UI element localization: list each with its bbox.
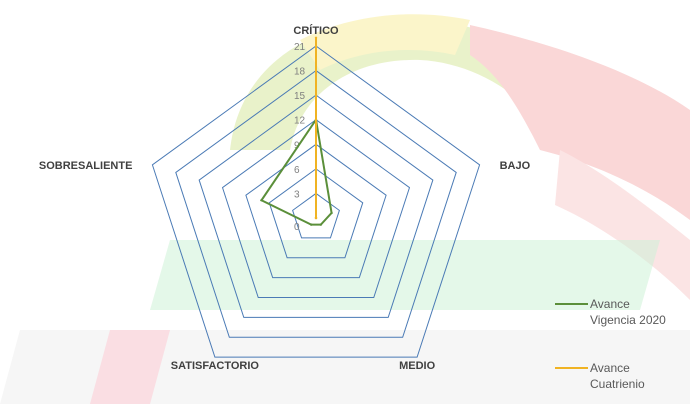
- tick-label-0: 0: [294, 222, 300, 233]
- tick-label-12: 12: [294, 116, 306, 127]
- series-line-0: [259, 117, 333, 226]
- axis-label-0: CRÍTICO: [293, 24, 339, 37]
- grid-ring-9: [245, 143, 387, 279]
- axis-label-1: BAJO: [500, 160, 531, 172]
- series-0-point-1: [330, 211, 333, 215]
- grid-ring-21: [151, 45, 481, 358]
- series-1-point-0: [314, 36, 318, 40]
- grid-ring-12: [221, 119, 411, 299]
- axis-label-4: SOBRESALIENTE: [39, 160, 133, 172]
- legend-label-0-0: Avance: [590, 297, 630, 311]
- tick-label-21: 21: [294, 42, 306, 53]
- grid-ring-18: [175, 69, 457, 338]
- legend-label-1-0: Avance: [590, 361, 630, 375]
- legend-label-1-1: Cuatrienio: [590, 377, 645, 391]
- tick-label-9: 9: [294, 140, 300, 151]
- series-0-point-2: [319, 223, 323, 226]
- tick-label-3: 3: [294, 189, 300, 200]
- grid-ring-15: [198, 94, 434, 318]
- grid-ring-3: [292, 192, 340, 239]
- series-0-point-4: [260, 199, 263, 202]
- tick-label-18: 18: [294, 67, 306, 78]
- legend-label-0-1: Vigencia 2020: [590, 313, 666, 327]
- series-1-point-4: [314, 216, 318, 220]
- tick-label-6: 6: [294, 165, 300, 176]
- tick-label-15: 15: [294, 91, 306, 102]
- axis-label-3: SATISFACTORIO: [171, 360, 260, 372]
- axis-label-2: MEDIO: [399, 360, 436, 372]
- grid-ring-6: [268, 168, 364, 259]
- series-0-point-3: [309, 223, 313, 226]
